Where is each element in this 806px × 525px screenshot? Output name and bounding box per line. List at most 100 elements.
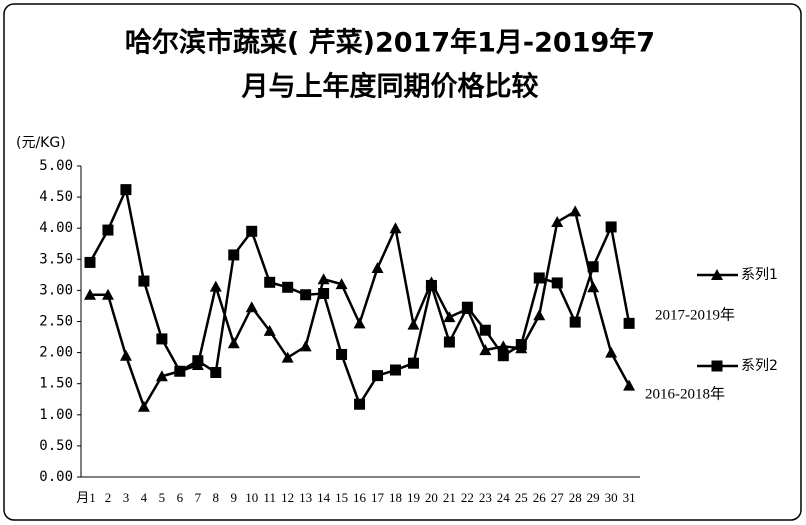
- marker: [336, 348, 348, 360]
- y-tick-label: 4.00: [39, 220, 73, 236]
- marker: [371, 262, 384, 274]
- legend-label: 系列2: [741, 358, 778, 374]
- y-tick-label: 3.50: [39, 251, 73, 267]
- marker: [228, 249, 240, 261]
- marker: [479, 324, 491, 336]
- y-axis-label: (元/KG): [16, 135, 66, 151]
- y-tick-label: 1.50: [39, 376, 73, 392]
- marker: [711, 269, 723, 280]
- marker: [264, 276, 276, 288]
- marker: [587, 281, 600, 293]
- x-tick-label: 22: [461, 490, 474, 505]
- x-tick-label: 12: [281, 490, 294, 505]
- marker: [479, 344, 492, 356]
- x-tick-label: 13: [299, 490, 312, 505]
- x-tick-label: 25: [515, 490, 528, 505]
- x-tick-label: 3: [123, 490, 130, 505]
- marker: [210, 367, 222, 379]
- marker: [174, 365, 186, 377]
- marker: [533, 309, 546, 321]
- x-tick-label: 27: [551, 490, 565, 505]
- x-tick-label: 5: [159, 490, 166, 505]
- x-tick-label: 7: [195, 490, 202, 505]
- marker: [84, 288, 96, 300]
- chart-title: 哈尔滨市蔬菜( 芹菜)2017年1月-2019年7: [125, 27, 655, 59]
- y-tick-label: 0.50: [39, 438, 73, 454]
- marker: [84, 256, 96, 268]
- marker: [335, 278, 348, 290]
- marker: [551, 277, 563, 289]
- marker: [137, 400, 150, 412]
- marker: [407, 318, 420, 330]
- annotation: 2017-2019年: [655, 306, 735, 323]
- marker: [246, 225, 258, 237]
- marker: [101, 288, 114, 300]
- marker: [282, 281, 294, 293]
- marker: [156, 333, 168, 345]
- marker: [192, 355, 204, 367]
- x-tick-label: 8: [213, 490, 220, 505]
- x-tick-label: 29: [587, 490, 600, 505]
- marker: [389, 364, 401, 376]
- marker: [300, 289, 312, 301]
- y-tick-label: 3.00: [39, 282, 73, 298]
- x-tick-label: 2: [105, 490, 112, 505]
- marker: [155, 370, 168, 382]
- marker: [623, 317, 635, 329]
- marker: [389, 222, 402, 234]
- marker: [354, 398, 366, 410]
- marker: [119, 349, 132, 361]
- x-tick-label: 17: [371, 490, 385, 505]
- marker: [533, 272, 545, 284]
- y-tick-label: 2.00: [39, 345, 73, 361]
- marker: [317, 273, 330, 285]
- marker: [299, 340, 312, 352]
- x-tick-label: 月1: [76, 490, 96, 505]
- x-tick-label: 26: [533, 490, 547, 505]
- marker: [443, 336, 455, 348]
- marker: [263, 324, 276, 336]
- annotation: 2016-2018年: [645, 385, 725, 402]
- x-tick-label: 21: [443, 490, 456, 505]
- y-tick-label: 0.00: [39, 469, 73, 485]
- marker: [605, 221, 617, 233]
- legend-label: 系列1: [741, 267, 778, 283]
- chart-title: 月与上年度同期价格比较: [241, 71, 539, 103]
- marker: [318, 288, 330, 300]
- x-tick-label: 19: [407, 490, 420, 505]
- x-tick-label: 24: [497, 490, 511, 505]
- marker: [407, 357, 419, 369]
- marker: [245, 301, 258, 313]
- x-tick-label: 20: [425, 490, 438, 505]
- marker: [569, 316, 581, 328]
- x-tick-label: 9: [231, 490, 238, 505]
- marker: [102, 224, 114, 236]
- y-tick-label: 2.50: [39, 314, 73, 330]
- marker: [461, 301, 473, 313]
- x-tick-label: 16: [353, 490, 367, 505]
- marker: [120, 184, 132, 196]
- marker: [711, 360, 723, 372]
- x-tick-label: 18: [389, 490, 402, 505]
- marker: [209, 280, 222, 292]
- marker: [372, 370, 384, 382]
- x-tick-label: 28: [569, 490, 582, 505]
- y-tick-label: 4.50: [39, 189, 73, 205]
- marker: [515, 339, 527, 351]
- marker: [497, 350, 509, 362]
- marker: [443, 311, 456, 323]
- x-tick-label: 31: [623, 490, 636, 505]
- marker: [281, 351, 294, 363]
- marker: [569, 205, 582, 217]
- marker: [497, 340, 510, 352]
- marker: [623, 379, 636, 391]
- x-tick-label: 15: [335, 490, 348, 505]
- x-tick-label: 10: [245, 490, 258, 505]
- x-tick-label: 6: [177, 490, 184, 505]
- marker: [587, 261, 599, 273]
- y-tick-label: 5.00: [39, 158, 73, 174]
- marker: [605, 346, 618, 358]
- marker: [227, 337, 240, 349]
- x-tick-label: 23: [479, 490, 492, 505]
